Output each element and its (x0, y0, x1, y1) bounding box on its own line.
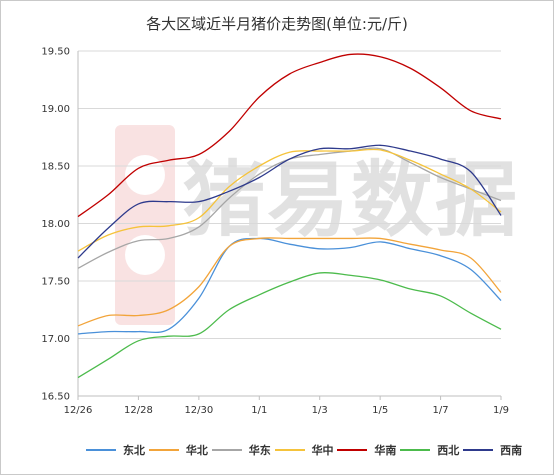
x-tick-label: 1/3 (312, 405, 328, 416)
series-line (77, 237, 502, 327)
legend-swatch (274, 449, 305, 451)
legend-label: 西南 (500, 444, 523, 457)
series-line (77, 53, 502, 218)
y-tick-label: 19.00 (41, 104, 70, 115)
x-tick-label: 12/28 (124, 405, 153, 416)
x-tick-label: 12/30 (184, 405, 213, 416)
legend-swatch (148, 449, 179, 451)
y-tick-label: 16.50 (41, 392, 70, 403)
chart-title: 各大区域近半月猪价走势图(单位:元/斤) (146, 15, 408, 33)
legend-label: 华中 (311, 444, 334, 457)
legend-label: 华南 (374, 444, 397, 457)
series-line (77, 237, 502, 335)
legend-swatch (337, 449, 368, 451)
legend-label: 西北 (437, 444, 460, 457)
legend-swatch (463, 449, 494, 451)
legend-item: 西南 (463, 441, 522, 459)
legend-item: 华南 (337, 441, 396, 459)
legend-label: 东北 (123, 444, 145, 457)
x-tick-label: 1/5 (372, 405, 388, 416)
x-tick-label: 1/1 (251, 405, 267, 416)
legend-item: 华东 (211, 441, 271, 459)
legend-swatch (211, 449, 242, 451)
y-tick-label: 17.00 (41, 334, 70, 345)
y-tick-label: 18.00 (41, 219, 70, 230)
series-line (77, 144, 502, 259)
plot-area: 16.50 17.00 17.50 18.00 18.50 19.00 19.50 12/26… (41, 47, 509, 417)
legend-swatch (400, 449, 431, 451)
x-tick-label: 12/26 (64, 405, 93, 416)
x-tick-label: 1/9 (493, 405, 509, 416)
legend-item: 西北 (400, 441, 459, 459)
legend-item: 华北 (148, 441, 208, 459)
legend-item: 东北 (86, 441, 145, 459)
legend: 东北 华北 华东 华中 华南 西北 西南 (86, 441, 526, 459)
y-tick-label: 18.50 (41, 162, 70, 173)
legend-label: 华东 (248, 444, 271, 457)
legend-item: 华中 (274, 441, 334, 459)
x-tick-label: 1/7 (433, 405, 449, 416)
legend-label: 华北 (185, 444, 208, 457)
y-tick-label: 17.50 (41, 277, 70, 288)
y-tick-label: 19.50 (41, 47, 70, 58)
series-line (77, 272, 502, 379)
series-line (77, 148, 502, 252)
legend-swatch (86, 449, 116, 451)
